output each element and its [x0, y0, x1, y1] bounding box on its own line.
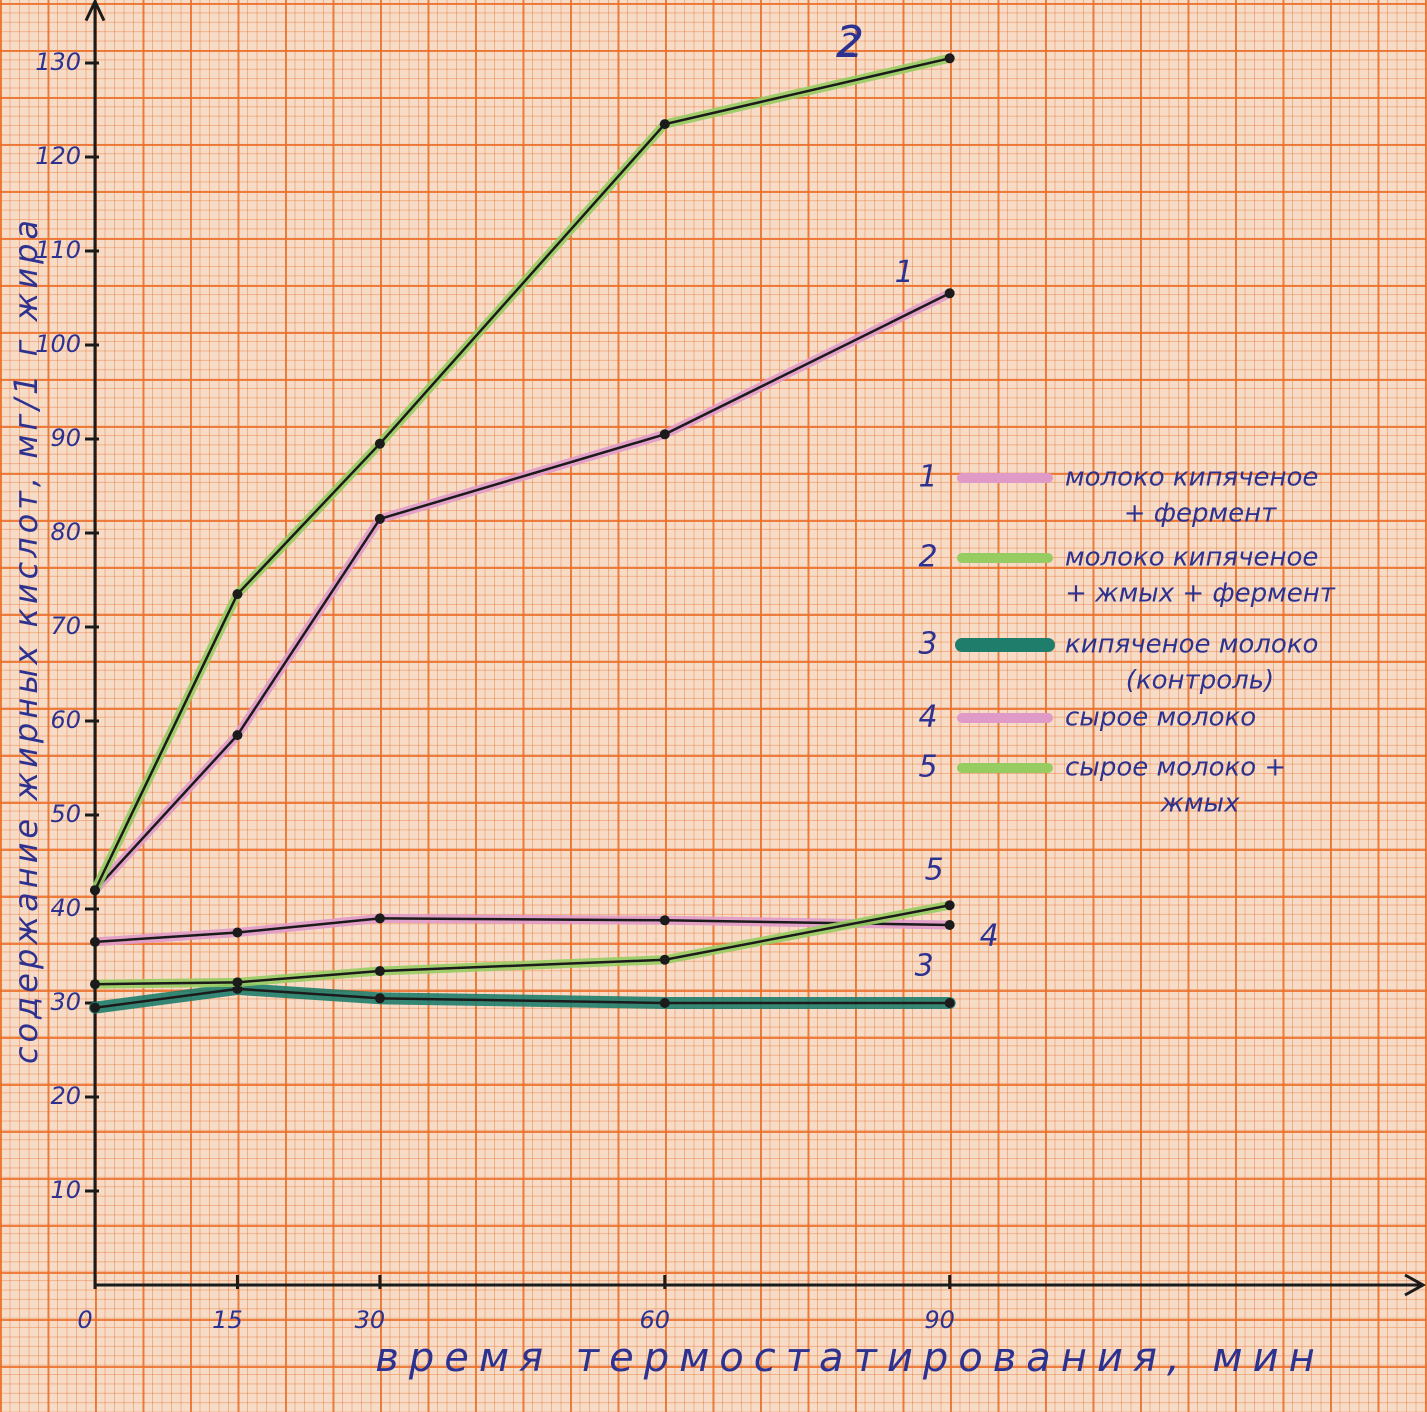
- x-tick-label: 0: [77, 1306, 92, 1334]
- point: [944, 53, 955, 64]
- legend-label: + жмых + фермент: [1065, 579, 1336, 609]
- point: [659, 954, 670, 965]
- series-band: [90, 288, 955, 895]
- point: [374, 993, 385, 1004]
- y-tick-label: 40: [50, 894, 81, 922]
- legend-label: молоко кипяченое: [1065, 463, 1318, 493]
- legend-label: жмых: [1160, 789, 1241, 819]
- point: [232, 589, 243, 600]
- point: [90, 936, 100, 947]
- y-tick-label: 90: [50, 424, 81, 452]
- y-tick-label: 20: [50, 1082, 81, 1110]
- series-number: 4: [980, 918, 999, 953]
- legend-number: 1: [918, 460, 937, 495]
- x-tick-label: 30: [355, 1306, 386, 1334]
- series-number: 5: [925, 853, 944, 888]
- point: [374, 438, 385, 449]
- y-tick-label: 10: [50, 1176, 81, 1204]
- point: [90, 1002, 100, 1013]
- point: [659, 119, 670, 130]
- point: [90, 979, 100, 990]
- series-number: 3: [915, 949, 934, 984]
- point: [944, 900, 955, 911]
- y-tick-label: 130: [35, 48, 81, 76]
- x-tick-label: 60: [640, 1306, 671, 1334]
- y-tick-label: 30: [50, 988, 81, 1016]
- point: [659, 915, 670, 926]
- y-axis-label: содержание жирных кислот, мг/1 г жира: [7, 216, 45, 1064]
- y-tick-label: 110: [35, 236, 81, 264]
- x-tick-label: 15: [212, 1306, 243, 1334]
- point: [232, 730, 243, 741]
- legend-label: сырое молоко: [1065, 703, 1256, 733]
- y-tick-label: 60: [50, 706, 81, 734]
- point: [944, 998, 955, 1008]
- y-tick-label: 50: [50, 800, 81, 828]
- x-axis-arrow: [1404, 1273, 1427, 1297]
- point: [944, 288, 955, 299]
- y-tick-label: 100: [35, 330, 81, 358]
- point: [659, 429, 670, 440]
- point: [232, 927, 243, 938]
- series-number: 1: [895, 255, 914, 290]
- y-tick-label: 70: [50, 612, 81, 640]
- legend-label: кипяченое молоко: [1065, 630, 1318, 660]
- point: [90, 885, 100, 896]
- series-number: 2: [840, 28, 859, 63]
- point: [659, 998, 670, 1008]
- legend-number: 4: [918, 700, 937, 735]
- legend-label: + фермент: [1124, 499, 1277, 529]
- point: [374, 966, 385, 977]
- legend-label: (контроль): [1126, 666, 1274, 696]
- x-axis-label: время термостатирования, мин: [375, 1335, 1325, 1381]
- legend-label: молоко кипяченое: [1065, 543, 1318, 573]
- point: [374, 513, 385, 524]
- legend-number: 5: [918, 750, 937, 785]
- chart-title: 2: [836, 17, 864, 68]
- legend-number: 2: [918, 540, 937, 575]
- legend-number: 3: [918, 627, 937, 662]
- y-tick-label: 120: [35, 142, 81, 170]
- x-tick-label: 90: [924, 1306, 955, 1334]
- point: [232, 977, 243, 988]
- point: [944, 919, 955, 930]
- y-axis-arrow: [84, 0, 106, 22]
- point: [374, 913, 385, 924]
- series-line: [94, 292, 951, 892]
- legend-label: сырое молоко +: [1065, 753, 1286, 783]
- y-tick-label: 80: [50, 518, 81, 546]
